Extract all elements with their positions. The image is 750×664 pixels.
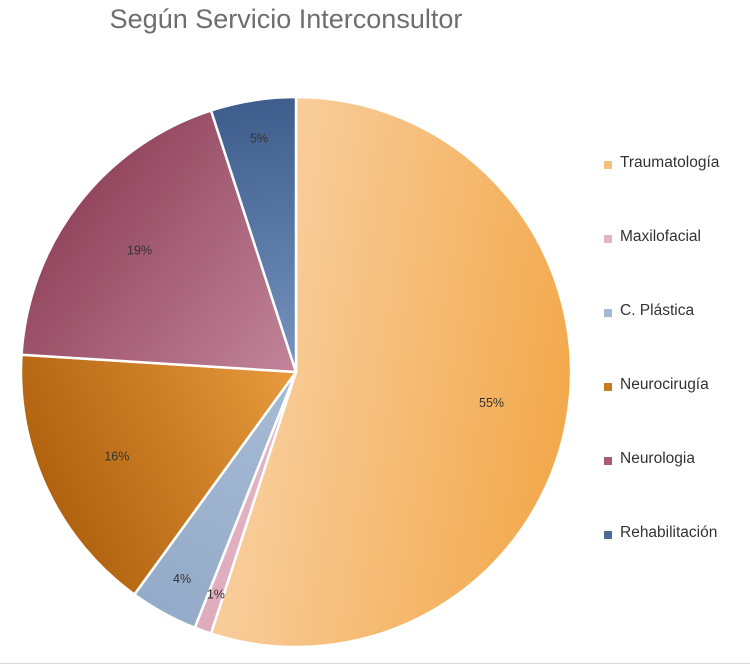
pie-slice-neurologia (20, 109, 298, 374)
legend-swatch (604, 383, 612, 391)
legend-label: Traumatología (620, 154, 720, 171)
legend-swatch (604, 457, 612, 465)
legend-label: Neurologia (620, 450, 695, 467)
legend-label: Maxilofacial (620, 228, 701, 245)
data-label-neurocirugia: 16% (104, 449, 129, 463)
legend-label: C. Plástica (620, 302, 695, 319)
legend-swatch (604, 161, 612, 169)
legend-swatch (604, 531, 612, 539)
legend-item-neurocirugia: Neurocirugía (604, 376, 719, 450)
pie-slice-neurocirugia (19, 353, 298, 596)
data-label-rehabilitacion: 5% (250, 131, 268, 145)
legend-label: Rehabilitación (620, 524, 718, 541)
legend-swatch (604, 309, 612, 317)
legend-swatch (604, 235, 612, 243)
legend-item-neurologia: Neurologia (604, 450, 719, 524)
data-label-maxilofacial: 1% (207, 588, 225, 602)
chart-title: Según Servicio Interconsultor (109, 4, 463, 34)
pie-slice-traumatologia (209, 95, 573, 649)
pie-slices (19, 95, 573, 649)
legend-item-maxilofacial: Maxilofacial (604, 228, 719, 302)
data-label-c-plastica: 4% (173, 572, 191, 586)
data-label-traumatologia: 55% (479, 396, 504, 410)
data-label-neurologia: 19% (127, 244, 152, 258)
legend-item-rehabilitacion: Rehabilitación (604, 524, 719, 598)
pie-data-labels: 55% 1% 4% 16% 19% 5% (104, 131, 504, 601)
legend: Traumatología Maxilofacial C. Plástica Neur… (604, 154, 719, 598)
legend-item-c-plastica: C. Plástica (604, 302, 719, 376)
legend-item-traumatologia: Traumatología (604, 154, 719, 228)
legend-label: Neurocirugía (620, 376, 709, 393)
pie-slice-rehabilitacion (209, 95, 298, 374)
